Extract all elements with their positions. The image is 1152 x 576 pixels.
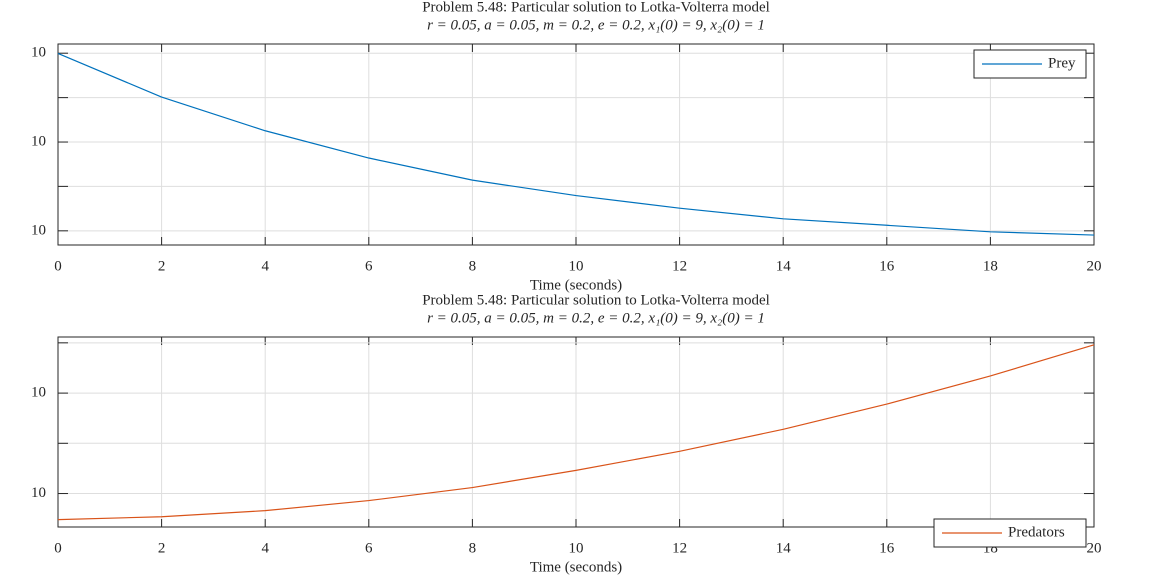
- axes-box: [57, 336, 1095, 528]
- y-tick-label: 10: [31, 133, 46, 149]
- x-tick-label: 14: [776, 258, 792, 274]
- x-tick-label: 10: [569, 540, 584, 556]
- data-line: [57, 344, 1095, 521]
- data-line: [57, 52, 1095, 236]
- chart-title: Problem 5.48: Particular solution to Lot…: [422, 0, 770, 15]
- y-tick-label: 10: [31, 222, 46, 238]
- x-tick-label: 0: [54, 540, 62, 556]
- x-tick-label: 8: [469, 258, 477, 274]
- x-tick-label: 8: [469, 540, 477, 556]
- y-tick-label: 10: [31, 385, 46, 401]
- x-axis-label: Time (seconds): [530, 277, 622, 293]
- x-tick-label: 2: [158, 540, 166, 556]
- x-tick-label: 16: [879, 540, 895, 556]
- x-tick-label: 4: [261, 540, 269, 556]
- x-tick-label: 0: [54, 258, 62, 274]
- x-tick-label: 14: [776, 540, 792, 556]
- x-tick-label: 6: [365, 540, 373, 556]
- x-tick-label: 4: [261, 258, 269, 274]
- x-tick-label: 16: [879, 258, 895, 274]
- legend-label: Predators: [1008, 524, 1065, 540]
- x-tick-label: 2: [158, 258, 166, 274]
- y-tick-label: 10: [31, 485, 46, 501]
- x-axis-label: Time (seconds): [530, 559, 622, 575]
- x-tick-label: 20: [1087, 258, 1102, 274]
- chart-subtitle: r = 0.05, a = 0.05, m = 0.2, e = 0.2, x₁…: [427, 310, 765, 326]
- chart-subtitle: r = 0.05, a = 0.05, m = 0.2, e = 0.2, x₁…: [427, 17, 765, 33]
- x-tick-label: 12: [672, 258, 687, 274]
- legend-label: Prey: [1048, 55, 1076, 71]
- x-tick-label: 6: [365, 258, 373, 274]
- x-tick-label: 12: [672, 540, 687, 556]
- x-tick-label: 10: [569, 258, 584, 274]
- y-tick-label: 10: [31, 45, 46, 61]
- chart-title: Problem 5.48: Particular solution to Lot…: [422, 292, 770, 308]
- axes-box: [57, 43, 1095, 246]
- x-tick-label: 18: [983, 258, 998, 274]
- x-tick-label: 20: [1087, 540, 1102, 556]
